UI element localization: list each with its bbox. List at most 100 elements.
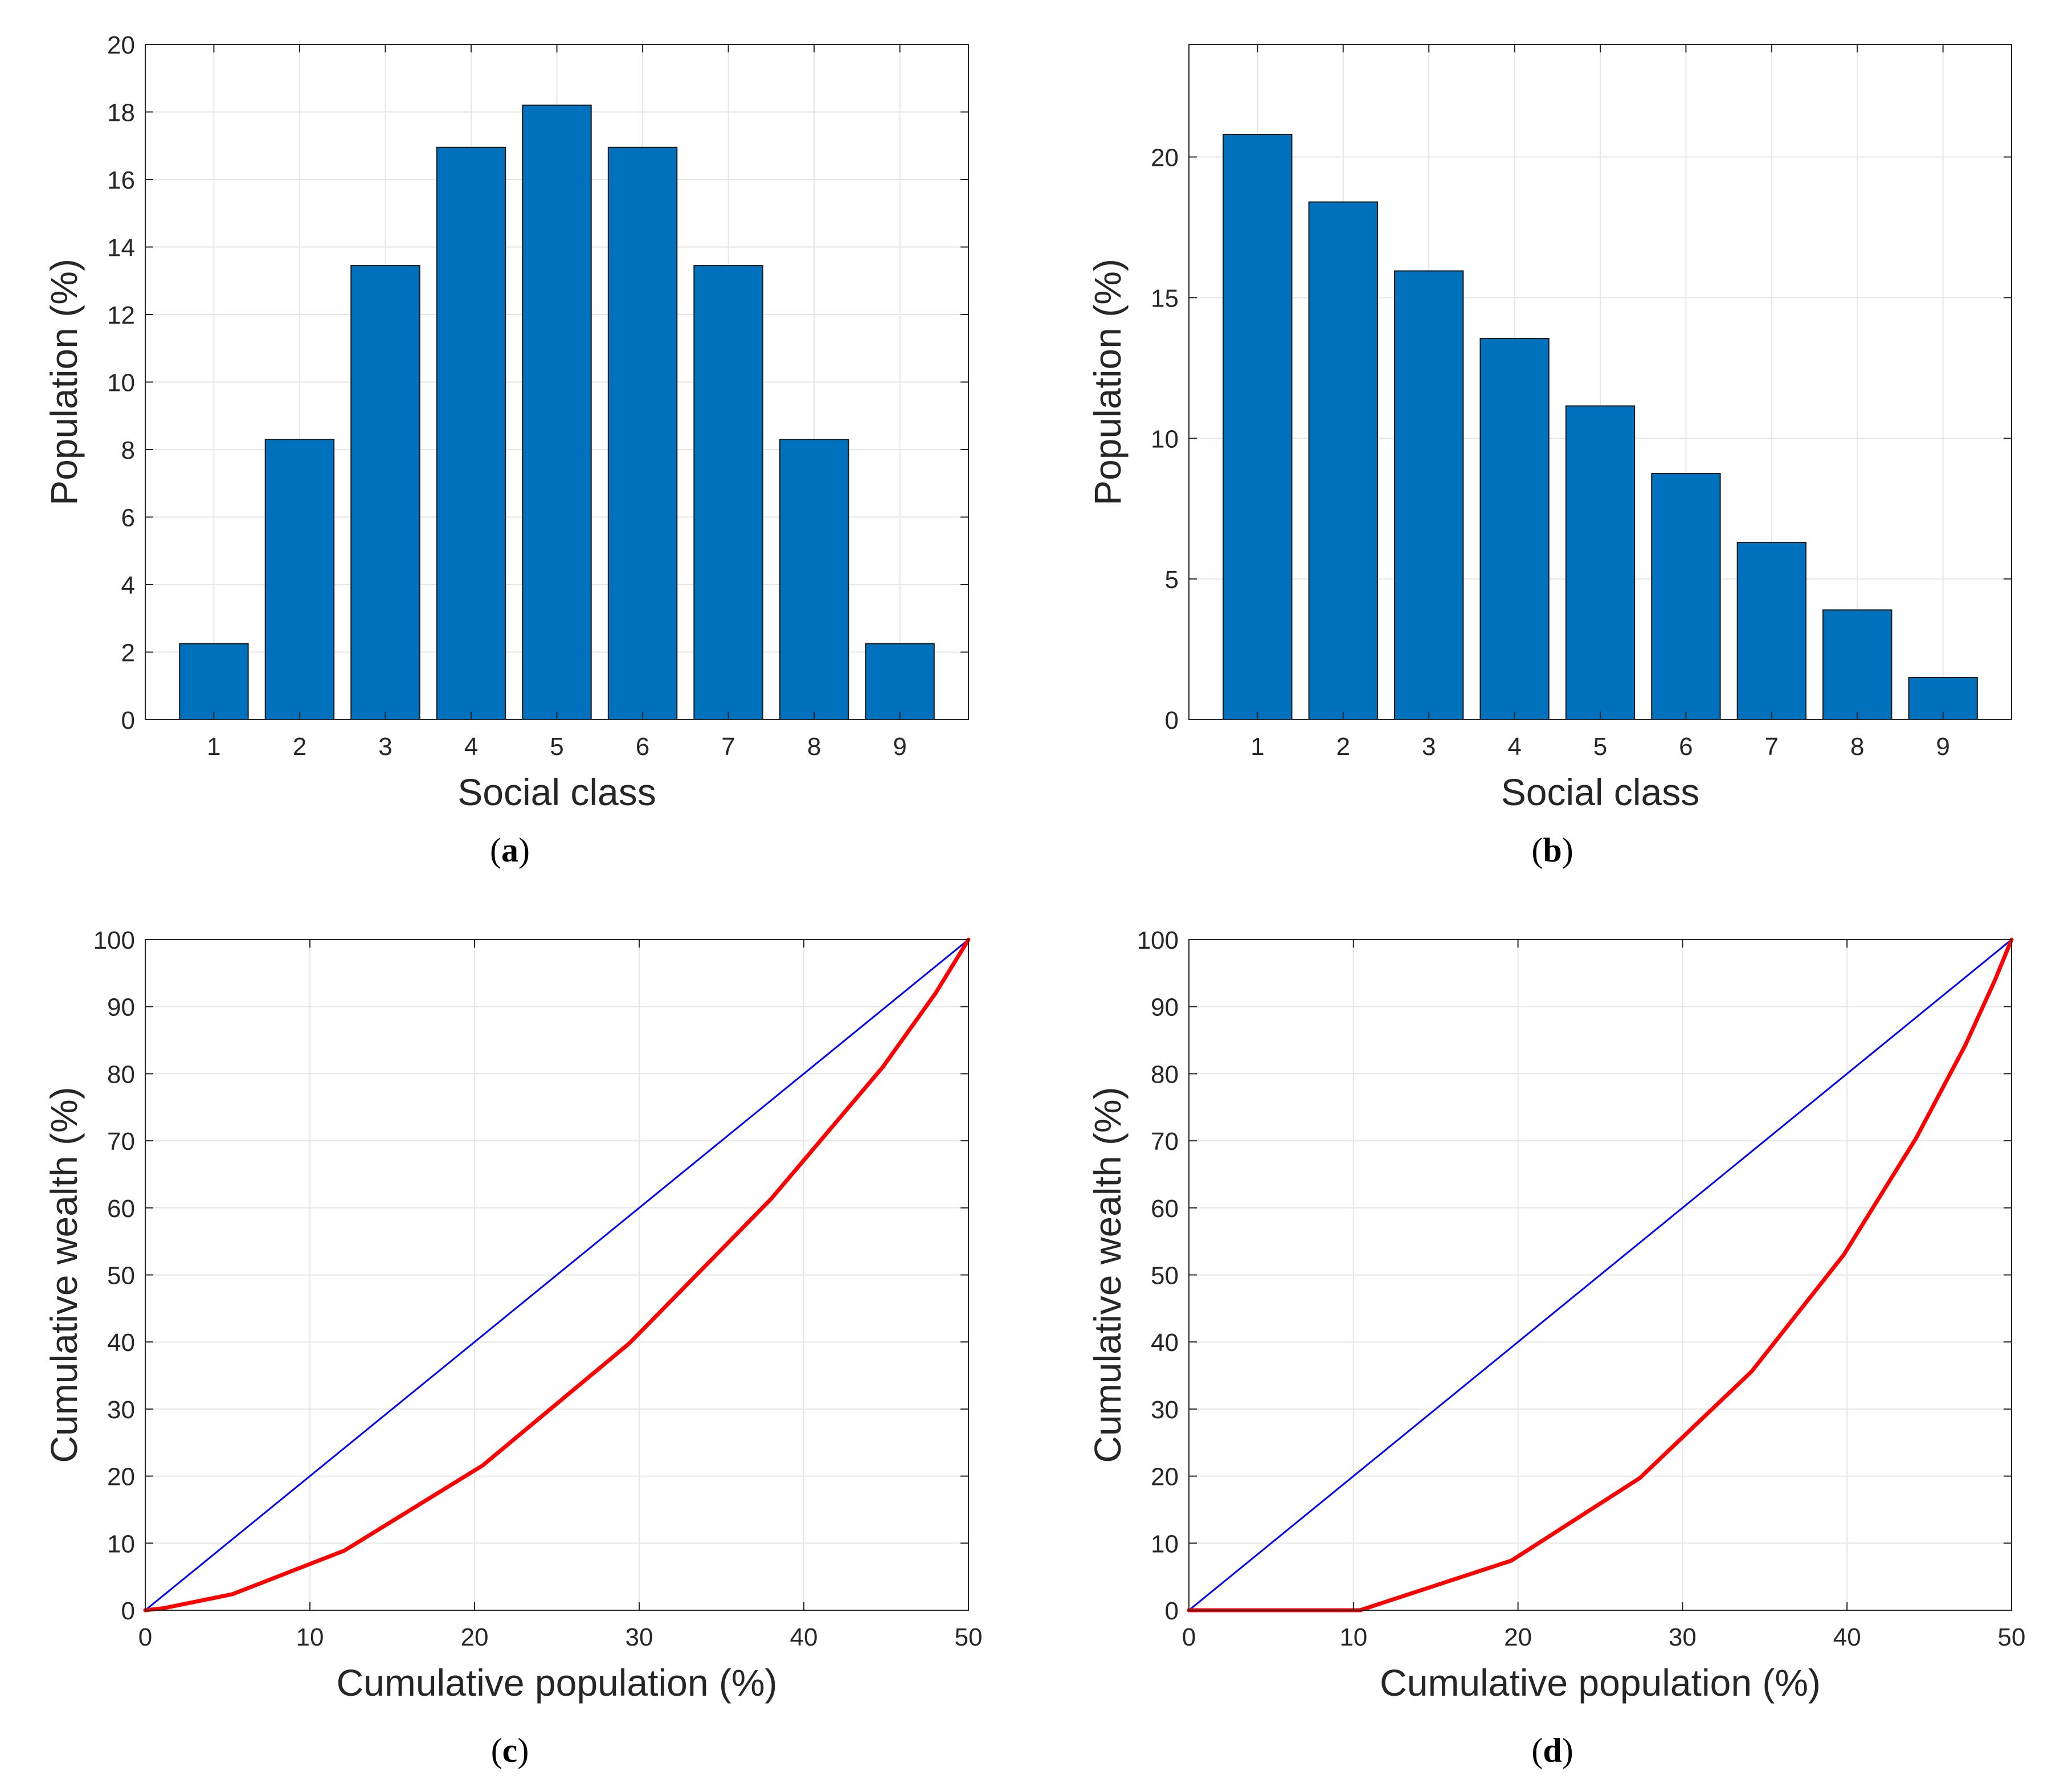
y-tick-label: 60 [107, 1195, 135, 1223]
x-tick-label: 30 [1669, 1623, 1697, 1651]
y-tick-label: 0 [1165, 707, 1179, 734]
x-tick-label: 40 [790, 1623, 818, 1651]
bar-class-6 [607, 146, 678, 720]
y-tick-label: 10 [107, 369, 135, 397]
x-axis-title: Cumulative population (%) [1380, 1662, 1821, 1704]
y-tick-label: 100 [1137, 926, 1179, 954]
y-tick-label: 40 [1151, 1329, 1179, 1357]
y-tick-label: 0 [121, 1597, 135, 1625]
bar-class-1 [1223, 134, 1293, 720]
panel-letter: b [1543, 831, 1562, 869]
x-tick-label: 7 [1765, 733, 1779, 761]
x-tick-label: 2 [293, 733, 306, 761]
y-tick-label: 90 [107, 994, 135, 1022]
bar-class-5 [522, 104, 592, 720]
bar-class-2 [264, 439, 335, 720]
x-tick-label: 20 [1504, 1623, 1532, 1651]
x-tick-label: 10 [296, 1623, 324, 1651]
y-tick-label: 12 [107, 301, 135, 329]
x-tick-label: 4 [1507, 733, 1521, 761]
panel-b-bar-chart: 1 2 3 4 5 6 7 8 9 0 5 10 15 20 Social class Population … [1086, 44, 2012, 869]
y-tick-label: 90 [1151, 994, 1179, 1022]
bar-class-5 [1565, 405, 1636, 720]
y-tick-label: 2 [121, 639, 135, 667]
panel-d-lorenz-chart: 0 10 20 30 40 50 0 10 20 30 40 50 60 70 80 90 100 Cumulat… [1086, 926, 2025, 1769]
bar-class-3 [350, 265, 420, 720]
y-tick-label: 10 [1151, 1530, 1179, 1558]
y-tick-label: 14 [107, 234, 135, 262]
bar-class-1 [179, 643, 249, 720]
x-axis-title: Social class [1501, 771, 1699, 813]
y-tick-label: 80 [1151, 1060, 1179, 1088]
bar-class-6 [1651, 472, 1721, 720]
y-tick-label: 20 [107, 1463, 135, 1491]
y-axis-title: Population (%) [43, 259, 85, 505]
panel-label: (c) [491, 1732, 529, 1769]
equality-line [1188, 938, 2013, 1611]
x-tick-label: 9 [1936, 733, 1949, 761]
y-tick-label: 0 [121, 707, 135, 734]
y-tick-label: 80 [107, 1060, 135, 1088]
y-tick-label: 6 [121, 504, 135, 532]
x-tick-label: 40 [1833, 1623, 1861, 1651]
panel-letter: d [1543, 1732, 1562, 1769]
y-tick-label: 16 [107, 166, 135, 194]
y-tick-label: 30 [1151, 1396, 1179, 1424]
x-tick-label: 5 [1593, 733, 1607, 761]
bar-class-7 [1736, 541, 1807, 720]
y-axis-title: Population (%) [1086, 259, 1129, 505]
y-tick-label: 8 [121, 436, 135, 464]
bar-class-4 [1479, 337, 1550, 720]
y-tick-label: 50 [1151, 1262, 1179, 1290]
y-tick-label: 15 [1151, 284, 1179, 312]
y-tick-label: 20 [1151, 1463, 1179, 1491]
lorenz-curve [143, 937, 971, 1613]
x-tick-label: 2 [1336, 733, 1350, 761]
x-tick-label: 6 [636, 733, 649, 761]
x-tick-label: 4 [464, 733, 478, 761]
x-tick-label: 10 [1339, 1623, 1367, 1651]
x-tick-label: 7 [721, 733, 735, 761]
y-tick-label: 20 [1151, 144, 1179, 172]
bar-class-2 [1308, 201, 1378, 720]
y-axis-title: Cumulative wealth (%) [1086, 1087, 1129, 1463]
y-tick-label: 10 [1151, 425, 1179, 453]
bar-class-9 [865, 643, 935, 720]
x-tick-label: 3 [1422, 733, 1436, 761]
y-tick-label: 30 [107, 1396, 135, 1424]
x-tick-label: 20 [461, 1623, 489, 1651]
y-tick-label: 20 [107, 31, 135, 59]
y-tick-label: 100 [93, 926, 135, 954]
y-tick-label: 5 [1165, 566, 1179, 594]
y-tick-label: 50 [107, 1262, 135, 1290]
y-tick-label: 40 [107, 1329, 135, 1357]
panel-letter: c [502, 1732, 518, 1769]
y-tick-label: 70 [107, 1128, 135, 1156]
bar-class-7 [693, 265, 763, 720]
panel-label: (d) [1531, 1732, 1573, 1769]
panel-c-lorenz-chart: 0 10 20 30 40 50 0 10 20 30 40 50 60 70 80 90 100 Cumulat… [43, 926, 982, 1769]
y-tick-label: 18 [107, 99, 135, 127]
x-tick-label: 8 [807, 733, 821, 761]
x-axis-title: Cumulative population (%) [336, 1662, 777, 1704]
y-tick-label: 0 [1165, 1597, 1179, 1625]
equality-line [144, 938, 970, 1611]
y-tick-label: 70 [1151, 1128, 1179, 1156]
bar-class-8 [779, 439, 849, 720]
x-tick-label: 50 [955, 1623, 983, 1651]
x-tick-label: 50 [1998, 1623, 2026, 1651]
x-tick-label: 6 [1679, 733, 1693, 761]
lorenz-curve [1187, 937, 2014, 1613]
bar-class-8 [1822, 609, 1892, 720]
y-axis-title: Cumulative wealth (%) [43, 1087, 85, 1463]
x-tick-label: 8 [1850, 733, 1864, 761]
bar-class-4 [436, 146, 506, 720]
x-tick-label: 0 [138, 1623, 152, 1651]
x-tick-label: 0 [1182, 1623, 1196, 1651]
x-axis-title: Social class [457, 771, 656, 813]
x-tick-label: 5 [550, 733, 563, 761]
y-tick-label: 60 [1151, 1195, 1179, 1223]
x-tick-label: 30 [626, 1623, 653, 1651]
